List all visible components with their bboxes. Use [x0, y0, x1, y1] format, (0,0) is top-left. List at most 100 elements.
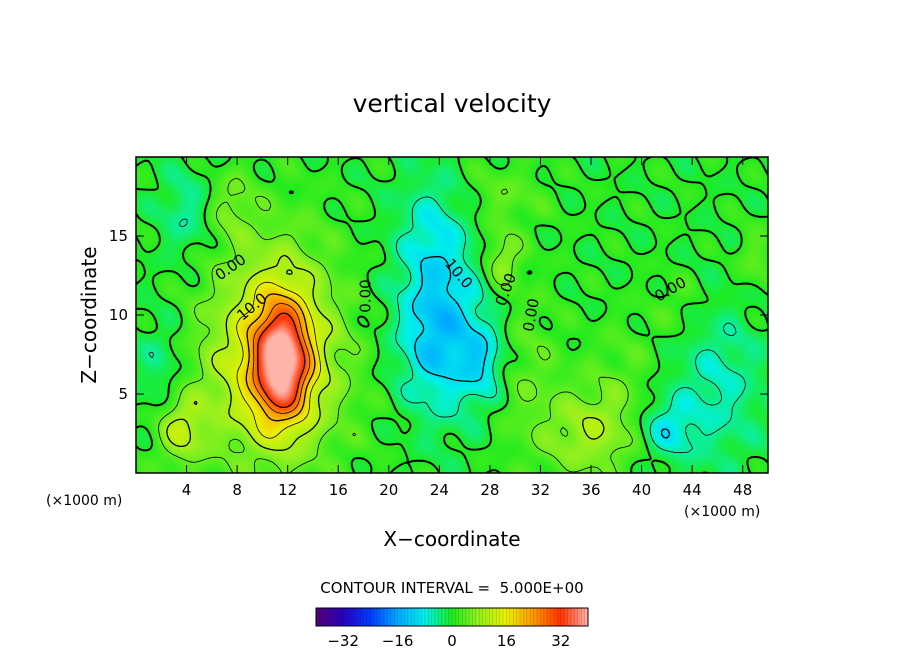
- colorbar-cell: [479, 608, 483, 626]
- colorbar-cell: [581, 608, 585, 626]
- colorbar-cell: [431, 608, 436, 626]
- colorbar-cell: [516, 608, 521, 626]
- x-tick-label: 16: [329, 481, 348, 499]
- y-tick-label: 15: [109, 227, 128, 245]
- colorbar-cell: [462, 608, 466, 626]
- x-tick-label: 8: [232, 481, 242, 499]
- colorbar-cell: [452, 608, 456, 626]
- colorbar-cell: [387, 608, 392, 626]
- colorbar-cell: [401, 608, 405, 626]
- colorbar-cell: [448, 608, 453, 626]
- x-tick-label: 48: [733, 481, 752, 499]
- colorbar-cell: [356, 608, 361, 626]
- colorbar-tick-label: −32: [327, 632, 359, 650]
- colorbar-cell: [571, 608, 575, 626]
- velocity-field-heatmap: [136, 157, 768, 473]
- colorbar-cell: [550, 608, 555, 626]
- colorbar-cell: [367, 608, 371, 626]
- colorbar-cell: [373, 608, 378, 626]
- colorbar-cell: [380, 608, 385, 626]
- colorbar-cell: [554, 608, 558, 626]
- x-tick-label: 24: [430, 481, 449, 499]
- contour-label-2: 0.00: [357, 279, 375, 312]
- colorbar-cell: [394, 608, 398, 626]
- colorbar-cell: [428, 608, 432, 626]
- colorbar-cell: [326, 608, 330, 626]
- colorbar-cell: [329, 608, 334, 626]
- colorbar-cell: [360, 608, 364, 626]
- y-tick-label: 10: [109, 306, 128, 324]
- colorbar-cell: [472, 608, 477, 626]
- colorbar-cell: [384, 608, 388, 626]
- colorbar-tick-label: 0: [447, 632, 457, 650]
- colorbar-cell: [465, 608, 470, 626]
- colorbar-cell: [513, 608, 517, 626]
- colorbar-cell: [404, 608, 409, 626]
- colorbar-cell: [557, 608, 562, 626]
- y-axis-ticks: 5 10 15: [109, 227, 768, 403]
- x-tick-label: 28: [480, 481, 499, 499]
- colorbar-cell: [509, 608, 514, 626]
- colorbar-cell: [333, 608, 337, 626]
- colorbar-cell: [577, 608, 582, 626]
- colorbar-cell: [421, 608, 426, 626]
- colorbar-cell: [435, 608, 439, 626]
- colorbar-cell: [418, 608, 422, 626]
- colorbar-cell: [547, 608, 551, 626]
- colorbar-cell: [496, 608, 500, 626]
- colorbar-cell: [526, 608, 531, 626]
- colorbar-cell: [520, 608, 524, 626]
- x-tick-label: 40: [632, 481, 651, 499]
- colorbar-cell: [322, 608, 327, 626]
- contour-level-20: [245, 293, 316, 422]
- contour-level-15: [236, 281, 321, 439]
- colorbar-cell: [336, 608, 341, 626]
- colorbar-tick-label: 16: [497, 632, 516, 650]
- contour-level-0: [136, 157, 768, 473]
- colorbar-tick-labels: −32 −16 0 16 32: [327, 632, 570, 650]
- colorbar-tick-label: −16: [382, 632, 414, 650]
- x-tick-label: 32: [531, 481, 550, 499]
- colorbar-cell: [319, 608, 324, 626]
- colorbar-cell: [370, 608, 375, 626]
- colorbar-tick-label: 32: [551, 632, 570, 650]
- colorbar-cell: [537, 608, 541, 626]
- colorbar-cell: [584, 608, 589, 626]
- chart-title: vertical velocity: [353, 89, 552, 118]
- colorbar-cell: [414, 608, 419, 626]
- colorbar-cell: [489, 608, 494, 626]
- contour-level-neg5: [148, 196, 746, 454]
- x-tick-label: 4: [182, 481, 192, 499]
- colorbar-cell: [574, 608, 579, 626]
- colorbar-cell: [540, 608, 545, 626]
- colorbar-cell: [339, 608, 344, 626]
- colorbar-cell: [407, 608, 412, 626]
- colorbar-cell: [346, 608, 351, 626]
- colorbar-cell: [343, 608, 347, 626]
- x-tick-label: 44: [683, 481, 702, 499]
- colorbar-cell: [499, 608, 504, 626]
- colorbar-cell: [533, 608, 538, 626]
- colorbar-cell: [482, 608, 487, 626]
- colorbar-cell: [560, 608, 565, 626]
- colorbar-cell: [455, 608, 460, 626]
- y-tick-label: 5: [118, 385, 128, 403]
- colorbar-cell: [411, 608, 415, 626]
- colorbar-cell: [469, 608, 473, 626]
- colorbar-cell: [441, 608, 446, 626]
- x-axis-title: X−coordinate: [383, 527, 520, 551]
- colorbar-cell: [503, 608, 507, 626]
- contour-lines: [136, 157, 768, 473]
- contour-interval-note: CONTOUR INTERVAL = 5.000E+00: [320, 579, 583, 597]
- colorbar-cell: [397, 608, 402, 626]
- x-tick-label: 12: [278, 481, 297, 499]
- colorbar-cell: [506, 608, 511, 626]
- contour-level-5: [158, 178, 633, 473]
- colorbar-cells: [315, 608, 589, 626]
- colorbar-cell: [486, 608, 490, 626]
- x-axis-unit: (×1000 m): [684, 504, 760, 520]
- colorbar: −32 −16 0 16 32: [315, 607, 589, 650]
- colorbar-cell: [377, 608, 381, 626]
